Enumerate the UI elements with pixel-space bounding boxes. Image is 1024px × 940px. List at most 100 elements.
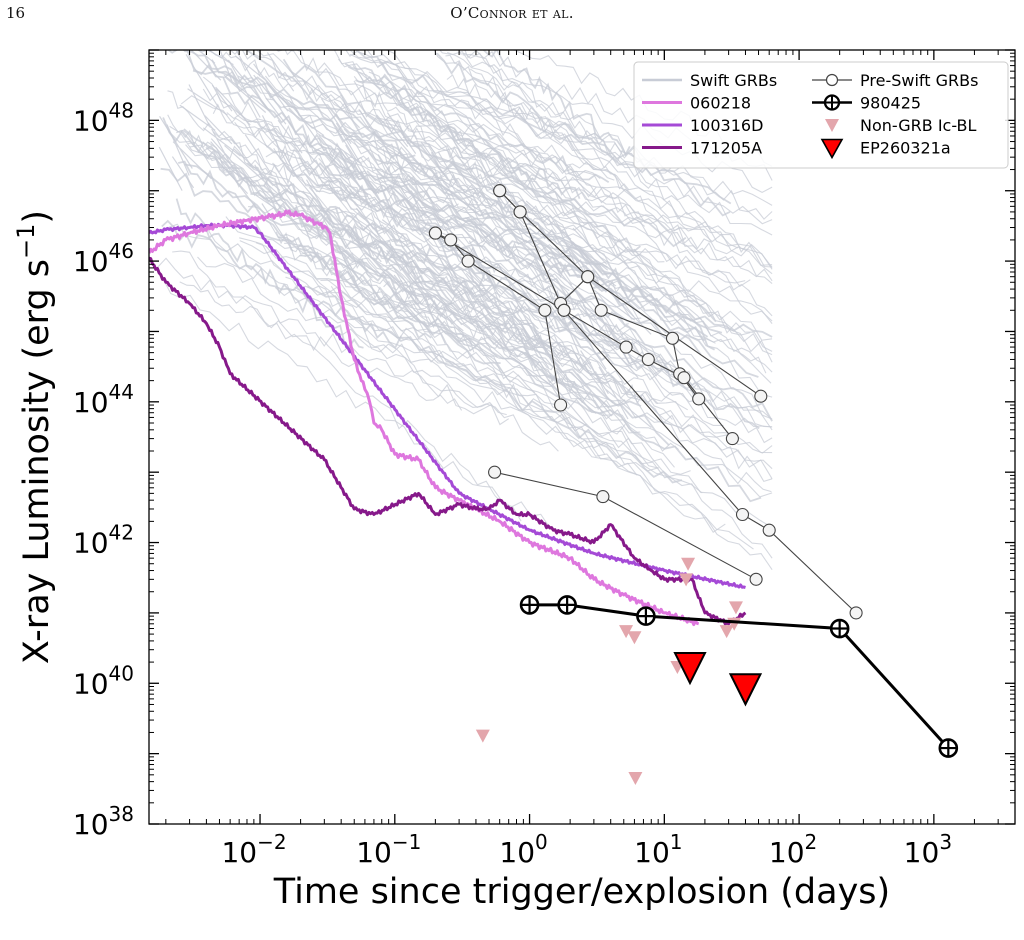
preswift-point xyxy=(665,331,680,345)
swift-grb-line xyxy=(465,163,773,373)
swift-grb-line xyxy=(179,281,463,411)
swift-grb-line xyxy=(156,257,510,426)
preswift-point xyxy=(444,233,458,247)
nongrb-point xyxy=(628,772,643,786)
swift-grb-line xyxy=(280,159,759,378)
legend-swatch-cross xyxy=(825,95,839,110)
swift-grb-line xyxy=(472,265,760,430)
point-980425-cross xyxy=(831,620,849,638)
swift-grb-line xyxy=(298,156,717,323)
preswift-point xyxy=(493,184,507,198)
swift-grb-line xyxy=(294,286,773,528)
swift-grb-line xyxy=(172,250,522,522)
swift-grb-line xyxy=(279,93,716,344)
preswift-line xyxy=(435,232,733,439)
preswift-point xyxy=(557,303,571,317)
y-tick-label: 1042 xyxy=(73,521,134,560)
nongrb-point xyxy=(619,625,634,639)
swift-grb-line xyxy=(368,71,772,384)
swift-grb-line xyxy=(264,144,626,407)
swift-grb-line xyxy=(432,254,773,428)
legend-label: 980425 xyxy=(860,94,921,113)
y-axis-label: X-ray Luminosity (erg s−1) xyxy=(12,210,57,664)
swift-grb-line xyxy=(333,50,773,398)
y-tick-label: 1046 xyxy=(73,239,134,278)
plot-frame xyxy=(148,49,1016,825)
swift-grb-line xyxy=(342,50,732,205)
swift-grb-line xyxy=(454,218,639,303)
preswift-point xyxy=(735,507,750,522)
nongrb-point xyxy=(627,631,642,645)
preswift-point xyxy=(692,392,706,406)
legend-label: 060218 xyxy=(690,94,751,113)
swift-grb-line xyxy=(465,208,767,374)
swift-grb-line xyxy=(316,183,547,354)
legend-swatch-marker xyxy=(825,119,839,132)
preswift-point xyxy=(677,371,691,385)
swift-grb-line xyxy=(348,139,746,284)
preswift-point xyxy=(849,606,863,620)
swift-grb-line xyxy=(202,153,536,394)
preswift-line xyxy=(494,471,757,580)
legend-label: EP260321a xyxy=(860,139,951,158)
legend-swatch-marker xyxy=(825,73,839,87)
swift-grb-line xyxy=(379,60,773,225)
preswift-point xyxy=(538,303,552,317)
preswift-point xyxy=(461,254,475,268)
swift-grb-line xyxy=(202,76,551,347)
swift-grb-line xyxy=(184,163,670,446)
legend-label: 171205A xyxy=(690,139,762,158)
legend-label: Swift GRBs xyxy=(690,71,777,90)
preswift-point xyxy=(581,270,595,284)
legend-label: Pre-Swift GRBs xyxy=(860,71,978,90)
legend-label: Non-GRB Ic-BL xyxy=(860,116,977,135)
nongrb-point xyxy=(719,625,734,639)
preswift-point xyxy=(619,340,633,354)
point-980425-cross xyxy=(939,739,957,757)
swift-grb-line xyxy=(180,95,602,268)
swift-grb-line xyxy=(255,50,642,320)
x-tick-label: 10−1 xyxy=(356,830,421,869)
preswift-point xyxy=(762,523,776,537)
running-head: O’Connor et al. xyxy=(0,4,1024,22)
swift-grb-line xyxy=(166,50,450,226)
swift-grb-line xyxy=(275,231,475,353)
swift-grb-line xyxy=(446,74,672,174)
nongrb-point xyxy=(728,601,743,615)
nongrb-point xyxy=(681,557,696,571)
swift-grb-line xyxy=(264,75,679,370)
point-980425-cross xyxy=(558,596,576,614)
swift-grb-line xyxy=(167,90,375,257)
point-EP260321a xyxy=(728,673,763,707)
y-tick-label: 1038 xyxy=(73,802,134,841)
swift-grb-line xyxy=(385,50,773,275)
preswift-point xyxy=(428,226,442,240)
swift-grb-line xyxy=(274,287,638,476)
swift-grb-line xyxy=(160,274,551,530)
preswift-point xyxy=(594,303,608,317)
swift-grb-line xyxy=(456,206,773,444)
series-curves xyxy=(149,209,747,627)
swift-grb-line xyxy=(349,50,601,180)
page-number: 16 xyxy=(6,4,26,22)
swift-grb-line xyxy=(482,50,631,157)
legend-box xyxy=(633,61,1009,169)
swift-grb-line xyxy=(198,50,351,117)
legend-swatch-marker xyxy=(820,138,844,160)
legend-label: 100316D xyxy=(690,116,763,135)
line-171205A xyxy=(149,256,747,626)
swift-grb-line xyxy=(317,71,773,266)
y-tick-label: 1044 xyxy=(73,380,134,419)
preswift-line xyxy=(563,309,857,614)
preswift-point xyxy=(725,432,739,446)
swift-grb-line xyxy=(352,161,773,324)
x-tick-label: 100 xyxy=(499,830,547,869)
axis-ticks: 10−2 10−1 100 101 102 103 1038 1040 1042 1044 1046… xyxy=(73,49,1016,869)
point-EP260321a xyxy=(673,652,707,686)
line-060218 xyxy=(149,209,700,627)
swift-grb-line xyxy=(370,240,773,559)
swift-grb-line xyxy=(379,175,773,422)
markers xyxy=(428,184,959,786)
swift-grb-line xyxy=(296,247,691,475)
